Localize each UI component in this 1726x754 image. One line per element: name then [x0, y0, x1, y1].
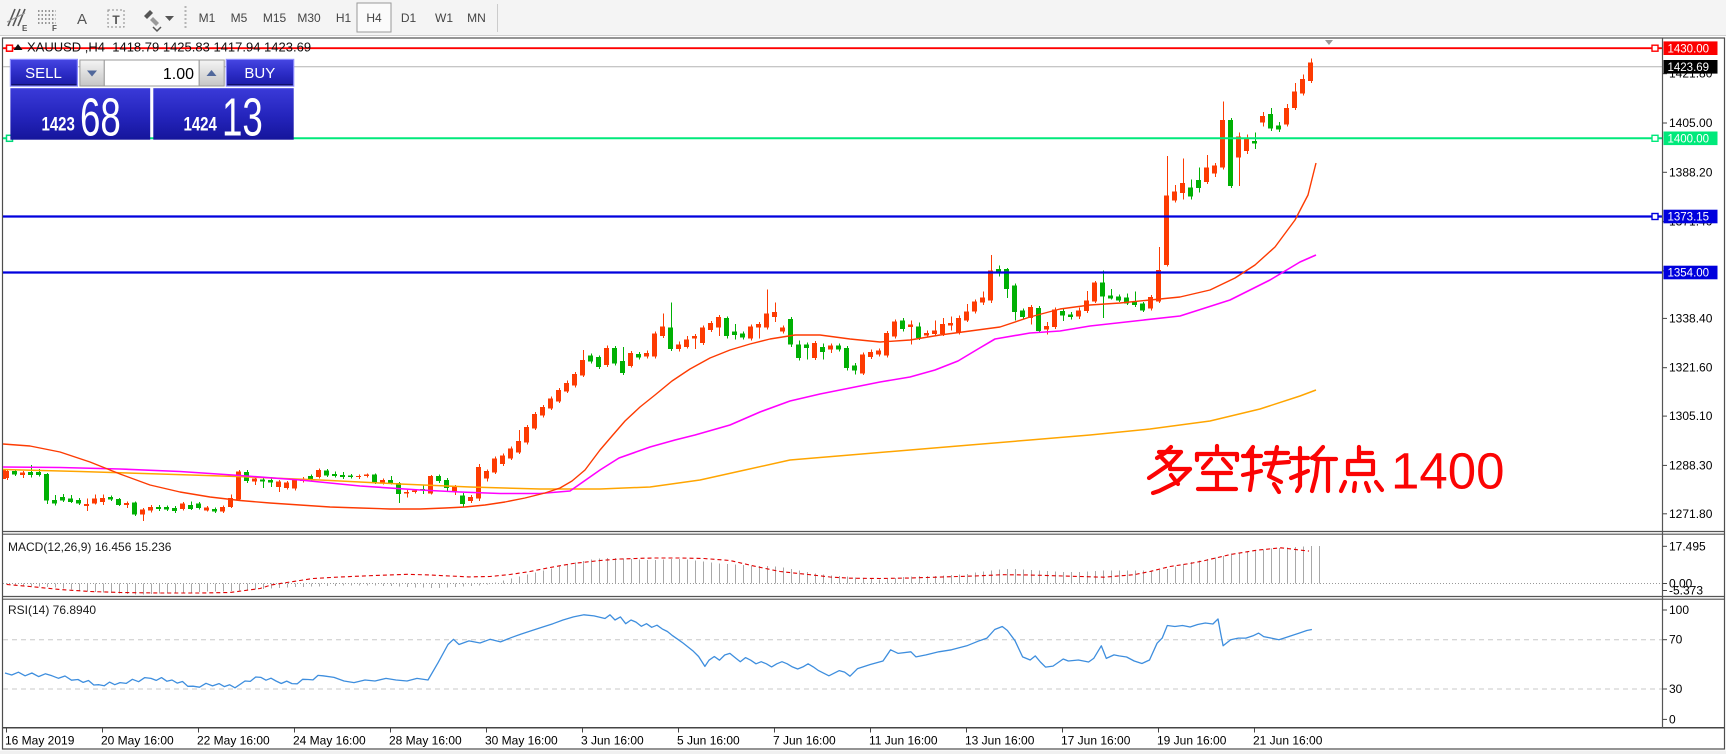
svg-text:SELL: SELL — [25, 65, 62, 82]
svg-text:1373.15: 1373.15 — [1668, 212, 1710, 224]
svg-text:11 Jun 16:00: 11 Jun 16:00 — [869, 734, 938, 748]
svg-text:1405.00: 1405.00 — [1669, 116, 1713, 130]
svg-text:1.00: 1.00 — [163, 66, 194, 83]
svg-text:1423: 1423 — [42, 114, 75, 135]
svg-text:16 May 2019: 16 May 2019 — [5, 734, 75, 748]
svg-text:F: F — [52, 24, 57, 33]
svg-text:BUY: BUY — [244, 65, 275, 82]
svg-text:1321.60: 1321.60 — [1669, 361, 1713, 375]
svg-text:M30: M30 — [297, 11, 321, 25]
svg-text:MN: MN — [467, 11, 486, 25]
svg-text:1271.80: 1271.80 — [1669, 507, 1713, 521]
svg-text:E: E — [22, 24, 28, 33]
svg-text:30 May 16:00: 30 May 16:00 — [485, 734, 558, 748]
svg-text:7 Jun 16:00: 7 Jun 16:00 — [773, 734, 836, 748]
svg-text:17.495: 17.495 — [1669, 539, 1706, 553]
svg-text:A: A — [77, 11, 87, 28]
svg-text:5 Jun 16:00: 5 Jun 16:00 — [677, 734, 740, 748]
svg-text:68: 68 — [80, 86, 121, 147]
svg-text:RSI(14) 76.8940: RSI(14) 76.8940 — [8, 603, 96, 617]
svg-text:M15: M15 — [263, 11, 287, 25]
svg-text:1354.00: 1354.00 — [1668, 268, 1710, 280]
svg-text:1338.40: 1338.40 — [1669, 311, 1713, 325]
svg-text:1288.30: 1288.30 — [1669, 458, 1713, 472]
svg-text:1400.00: 1400.00 — [1668, 134, 1710, 146]
svg-text:24 May 16:00: 24 May 16:00 — [293, 734, 366, 748]
svg-text:13 Jun 16:00: 13 Jun 16:00 — [965, 734, 1035, 748]
svg-text:30: 30 — [1669, 682, 1683, 696]
svg-text:3 Jun 16:00: 3 Jun 16:00 — [581, 734, 644, 748]
svg-text:20 May 16:00: 20 May 16:00 — [101, 734, 174, 748]
svg-text:17 Jun 16:00: 17 Jun 16:00 — [1061, 734, 1131, 748]
svg-text:T: T — [112, 13, 120, 27]
svg-text:H4: H4 — [366, 11, 382, 25]
svg-text:22 May 16:00: 22 May 16:00 — [197, 734, 270, 748]
svg-text:1424: 1424 — [184, 114, 218, 135]
svg-text:H1: H1 — [336, 11, 352, 25]
svg-text:1388.20: 1388.20 — [1669, 165, 1713, 179]
svg-text:21 Jun 16:00: 21 Jun 16:00 — [1253, 734, 1323, 748]
svg-text:1305.10: 1305.10 — [1669, 409, 1713, 423]
svg-text:MACD(12,26,9) 16.456 15.236: MACD(12,26,9) 16.456 15.236 — [8, 540, 172, 554]
svg-text:0: 0 — [1669, 712, 1676, 726]
svg-text:XAUUSD ,H4 1418.79 1425.83 14: XAUUSD ,H4 1418.79 1425.83 1417.94 1423.… — [27, 40, 311, 55]
svg-text:19 Jun 16:00: 19 Jun 16:00 — [1157, 734, 1227, 748]
svg-text:1423.69: 1423.69 — [1668, 62, 1710, 74]
svg-text:M1: M1 — [199, 11, 216, 25]
svg-text:100: 100 — [1669, 603, 1689, 617]
svg-text:28 May 16:00: 28 May 16:00 — [389, 734, 462, 748]
svg-text:W1: W1 — [435, 11, 453, 25]
svg-text:1430.00: 1430.00 — [1668, 43, 1710, 55]
svg-text:-5.373: -5.373 — [1669, 584, 1703, 598]
svg-text:0.00: 0.00 — [1669, 577, 1693, 591]
svg-text:70: 70 — [1669, 633, 1683, 647]
svg-text:13: 13 — [222, 86, 263, 147]
svg-text:1400: 1400 — [1391, 443, 1504, 500]
svg-text:M5: M5 — [231, 11, 248, 25]
svg-text:D1: D1 — [401, 11, 417, 25]
